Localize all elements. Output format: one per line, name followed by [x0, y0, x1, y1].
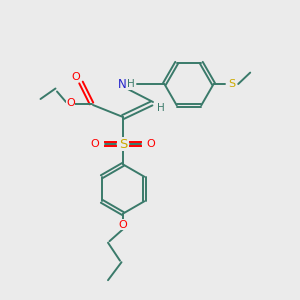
Text: O: O	[66, 98, 75, 108]
Text: S: S	[228, 79, 235, 89]
Text: O: O	[71, 71, 80, 82]
Text: O: O	[146, 139, 155, 149]
Text: O: O	[91, 139, 100, 149]
Text: H: H	[127, 79, 134, 89]
Text: N: N	[118, 77, 127, 91]
Text: O: O	[118, 220, 127, 230]
Text: S: S	[119, 137, 127, 151]
Text: H: H	[157, 103, 165, 113]
